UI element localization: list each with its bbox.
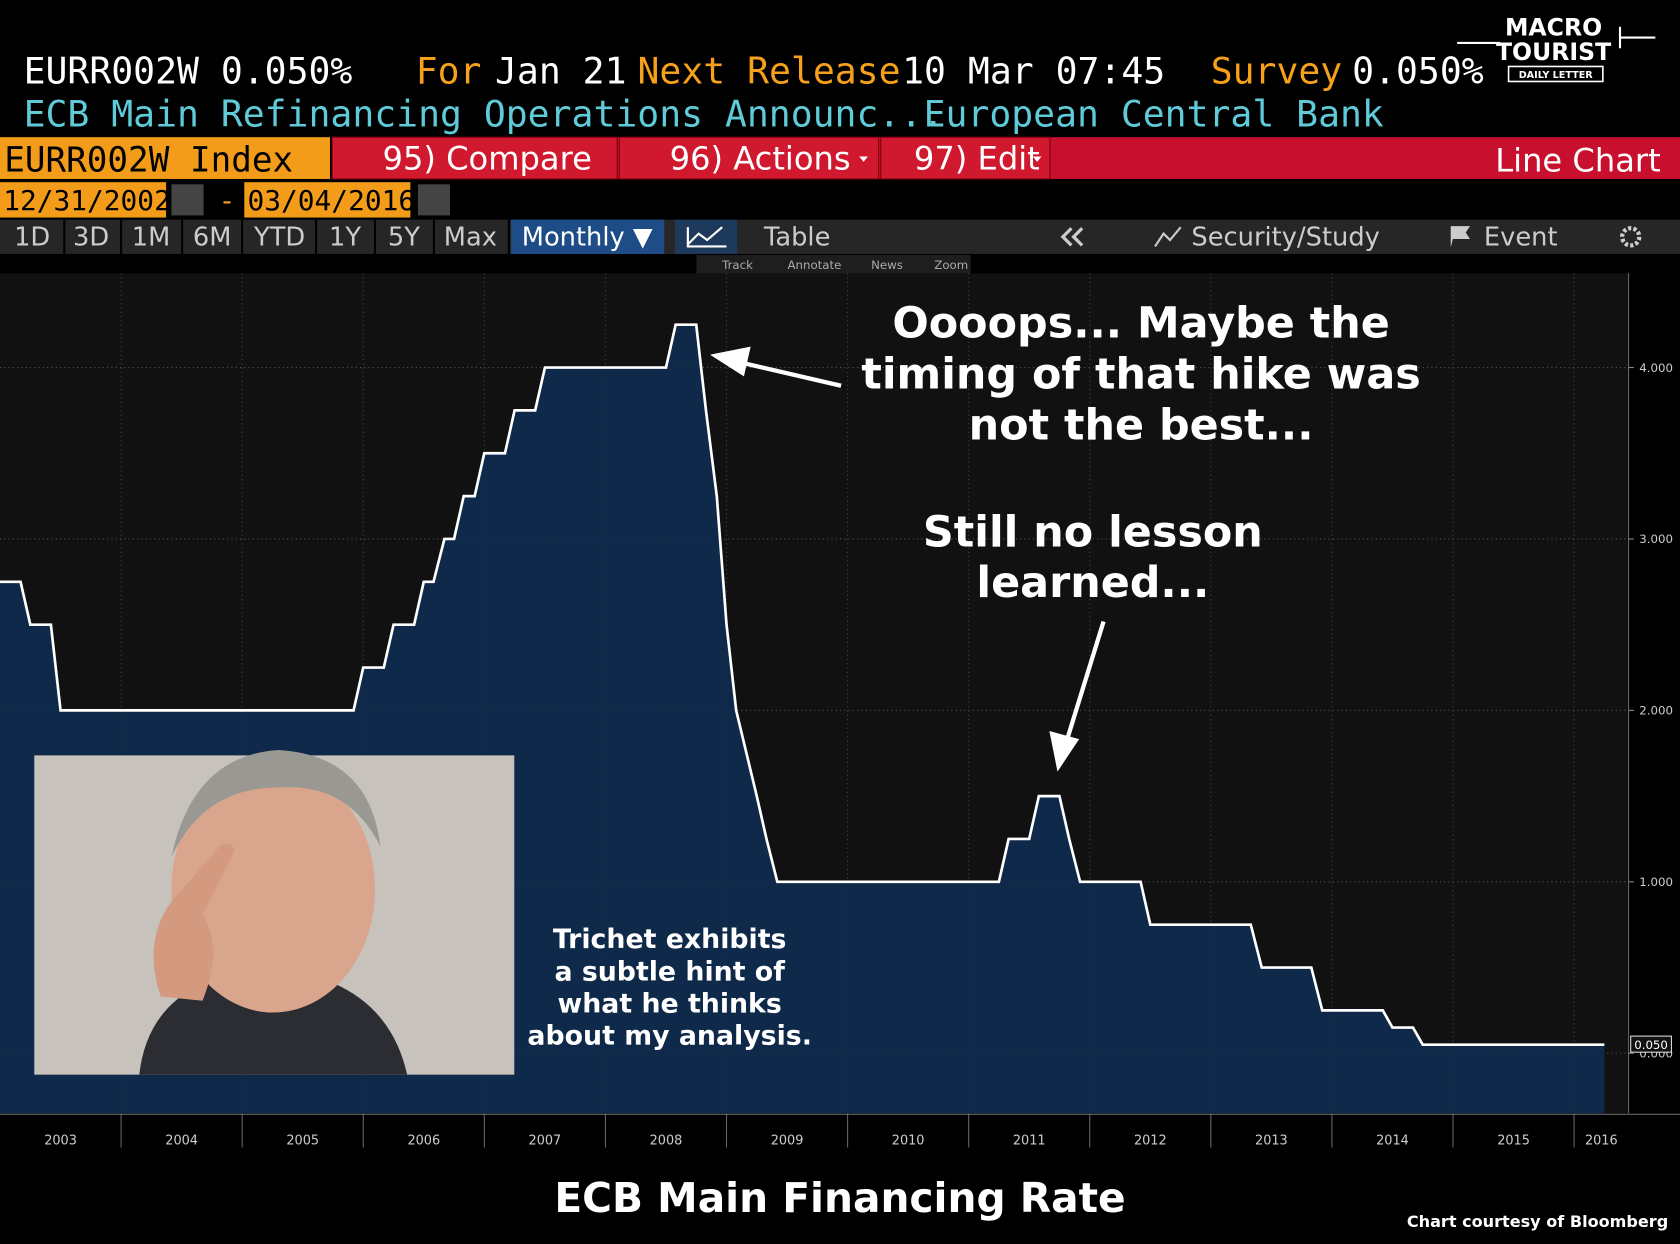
date-field[interactable] [0, 182, 167, 218]
x-tick-label: 2014 [1376, 1133, 1409, 1148]
logo: MACRO TOURIST DAILY LETTER [1457, 13, 1656, 83]
start-date: 12/31/2002 [3, 184, 171, 217]
settings-icon[interactable] [1620, 226, 1642, 248]
logo-text: MACRO [1505, 13, 1602, 41]
annotation-text: a subtle hint of [554, 956, 785, 987]
period-button[interactable]: Max [444, 222, 497, 252]
label: Survey [1211, 50, 1343, 93]
photo-face [171, 766, 375, 1013]
chart-icon-button[interactable] [675, 219, 738, 254]
annotation-arrow [738, 360, 842, 388]
date-field[interactable] [244, 182, 411, 218]
annotation-text: not the best... [969, 400, 1314, 450]
logo-text: TOURIST [1496, 38, 1611, 66]
annotation-text: learned... [976, 558, 1209, 608]
annotation-text: Trichet exhibits [553, 924, 787, 955]
value: 10 Mar 07:45 [902, 50, 1165, 93]
y-tick-label: 3.000 [1639, 532, 1673, 546]
x-tick-label: 2005 [286, 1133, 319, 1148]
view-name: Line Chart [1495, 141, 1660, 179]
table-button[interactable]: Table [763, 222, 830, 252]
end-date: 03/04/2016 [247, 184, 415, 217]
chart-icon [686, 226, 727, 248]
period-bar [0, 219, 1680, 254]
photo [34, 750, 515, 1075]
frequency: Monthly ▼ [522, 222, 653, 252]
source: European Central Bank [924, 92, 1384, 135]
last-value-box [1630, 1035, 1672, 1053]
x-tick-label: 2007 [529, 1133, 562, 1148]
y-tick-label: 4.000 [1639, 361, 1673, 375]
period-button[interactable]: YTD [253, 222, 305, 252]
x-tick-label: 2003 [44, 1133, 77, 1148]
menu-item: 96) Actions [670, 139, 851, 177]
tool-button[interactable]: News [871, 258, 903, 272]
period-button[interactable]: 1Y [329, 222, 361, 252]
security: EURR002W Index [4, 140, 293, 180]
x-tick-label: 2016 [1585, 1133, 1618, 1148]
menu-item: 95) Compare [383, 139, 592, 177]
tool-button[interactable]: Annotate [788, 258, 842, 272]
x-tick-label: 2011 [1013, 1133, 1046, 1148]
period-button[interactable]: 5Y [388, 222, 420, 252]
period-button[interactable]: 1M [132, 222, 171, 252]
collapse-icon[interactable] [1060, 227, 1084, 247]
photo-hair [171, 750, 381, 858]
security-box[interactable] [0, 137, 330, 179]
x-tick-label: 2006 [407, 1133, 440, 1148]
arrow-head [1049, 730, 1080, 772]
flag-icon [1450, 226, 1470, 248]
menu-button[interactable] [618, 136, 880, 180]
label: For [416, 50, 482, 93]
tool-button[interactable]: Zoom [934, 258, 968, 272]
period-button[interactable]: 1D [14, 222, 50, 252]
arrow-head [710, 346, 751, 377]
period-button[interactable]: 6M [193, 222, 232, 252]
x-tick-label: 2012 [1134, 1133, 1167, 1148]
tool-button[interactable]: Track [721, 258, 753, 272]
annotation-text: timing of that hike was [861, 349, 1420, 399]
credit: Chart courtesy of Bloomberg [1407, 1212, 1668, 1231]
calendar-icon[interactable] [171, 184, 204, 216]
x-tick-label: 2004 [165, 1133, 198, 1148]
menu-button[interactable] [880, 136, 1051, 180]
label: Next Release [638, 50, 901, 93]
value: 0.050% [1352, 50, 1484, 93]
logo-box [1507, 65, 1604, 83]
value: Jan 21 [495, 50, 627, 93]
study-icon [1154, 226, 1182, 248]
photo-suit [139, 967, 408, 1075]
photo-hand [153, 843, 235, 1001]
event-button[interactable]: Event [1484, 222, 1558, 252]
y-tick-label: 1.000 [1639, 875, 1673, 889]
annotation-arrow [1065, 620, 1106, 740]
menu-item: 97) Edit [914, 139, 1040, 177]
date-separator: - [219, 184, 236, 217]
annotation-text: Oooops... Maybe the [892, 299, 1389, 349]
x-tick-label: 2015 [1497, 1133, 1530, 1148]
frequency-button[interactable] [511, 219, 665, 254]
x-tick-label: 2010 [892, 1133, 925, 1148]
x-tick-label: 2008 [650, 1133, 683, 1148]
annotation-text: about my analysis. [527, 1021, 811, 1052]
chart-title: ECB Main Financing Rate [554, 1174, 1125, 1222]
menu-button[interactable] [331, 136, 618, 180]
period-button[interactable]: 3D [73, 222, 109, 252]
logo-text: DAILY LETTER [1519, 70, 1594, 81]
tools-bar [696, 255, 971, 275]
calendar-icon[interactable] [417, 184, 450, 216]
description: ECB Main Refinancing Operations Announc.… [24, 92, 945, 135]
annotation-text: Still no lesson [923, 507, 1263, 557]
annotation-text: what he thinks [557, 989, 781, 1020]
x-tick-label: 2009 [771, 1133, 804, 1148]
last-value-label: 0.050 [1634, 1038, 1668, 1052]
x-tick-label: 2013 [1255, 1133, 1288, 1148]
rate-line [0, 323, 1605, 1047]
study-button[interactable]: Security/Study [1191, 222, 1379, 252]
y-tick-label: 2.000 [1639, 704, 1673, 718]
ticker: EURR002W 0.050% [24, 50, 353, 93]
